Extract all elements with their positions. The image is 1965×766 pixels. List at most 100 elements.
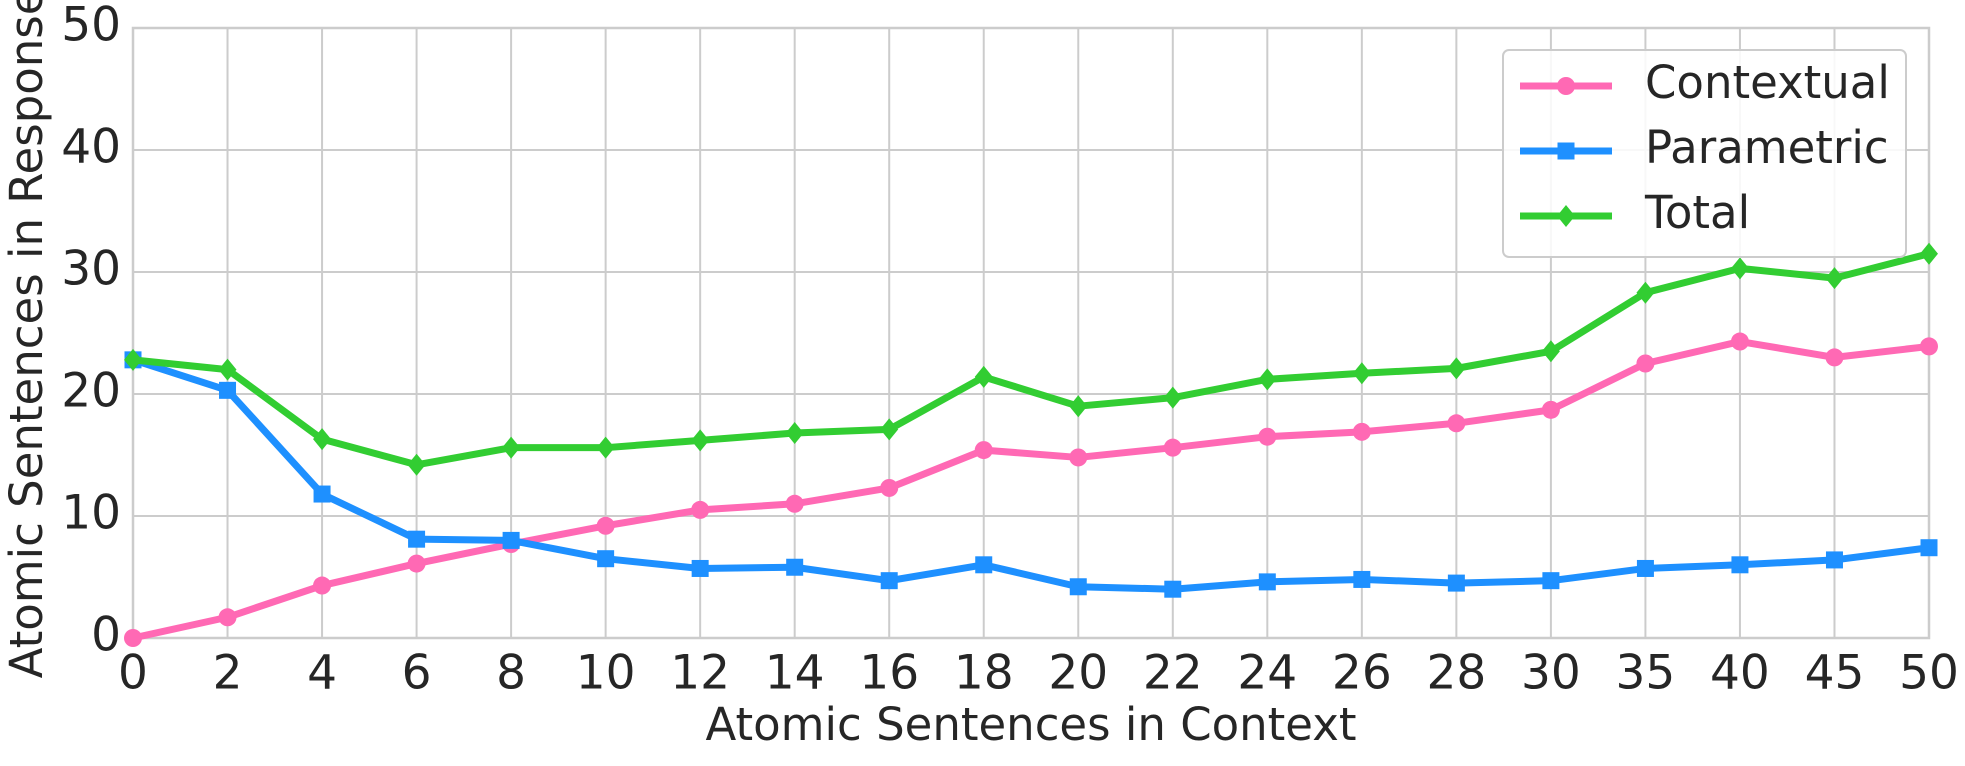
y-tick-label: 50 xyxy=(61,0,121,53)
legend-label: Parametric xyxy=(1645,121,1889,174)
x-tick-label: 24 xyxy=(1237,646,1297,701)
marker xyxy=(691,429,710,452)
marker xyxy=(1541,340,1560,363)
x-tick-label: 30 xyxy=(1521,646,1581,701)
marker xyxy=(1920,539,1938,557)
marker xyxy=(313,428,332,451)
marker xyxy=(1542,572,1560,590)
marker xyxy=(786,558,804,576)
legend-marker xyxy=(1557,205,1575,227)
marker xyxy=(1447,574,1465,592)
marker xyxy=(218,358,237,381)
marker xyxy=(407,453,426,476)
x-tick-label: 45 xyxy=(1805,646,1865,701)
marker xyxy=(1825,267,1844,290)
y-tick-label: 20 xyxy=(61,364,121,419)
marker xyxy=(1730,257,1749,280)
x-tick-label: 16 xyxy=(859,646,919,701)
marker xyxy=(1920,242,1938,265)
y-tick-label: 40 xyxy=(61,120,121,175)
marker xyxy=(1069,578,1087,596)
marker xyxy=(1352,362,1371,385)
marker xyxy=(1353,570,1371,588)
marker xyxy=(1163,386,1182,409)
marker xyxy=(313,485,331,503)
x-tick-label: 22 xyxy=(1143,646,1203,701)
x-tick-label: 20 xyxy=(1048,646,1108,701)
marker xyxy=(1730,332,1749,351)
series xyxy=(124,351,1938,598)
legend-label: Contextual xyxy=(1645,56,1890,109)
marker xyxy=(880,418,899,441)
marker xyxy=(1636,281,1655,304)
marker xyxy=(1825,348,1844,367)
marker xyxy=(313,576,332,595)
series xyxy=(124,242,1938,476)
marker xyxy=(597,550,615,568)
x-tick-label: 28 xyxy=(1426,646,1486,701)
marker xyxy=(502,436,521,459)
x-tick-label: 14 xyxy=(765,646,825,701)
legend: Contextual Parametric Total xyxy=(1502,49,1907,258)
marker xyxy=(124,348,142,371)
marker xyxy=(1163,438,1182,457)
marker xyxy=(975,556,993,574)
marker xyxy=(408,530,426,548)
marker xyxy=(1258,573,1276,591)
x-tick-label: 0 xyxy=(118,646,148,701)
line xyxy=(131,356,1930,593)
marker xyxy=(1731,556,1749,574)
marker xyxy=(880,478,899,497)
marker xyxy=(1447,357,1466,380)
marker xyxy=(1447,414,1466,433)
x-tick-label: 18 xyxy=(954,646,1014,701)
marker xyxy=(785,494,804,513)
marker xyxy=(691,500,710,519)
legend-marker xyxy=(1557,77,1575,95)
x-tick-label: 40 xyxy=(1710,646,1770,701)
marker xyxy=(1636,559,1654,577)
marker xyxy=(1069,448,1088,467)
series xyxy=(124,332,1938,647)
legend-frame xyxy=(1502,49,1907,258)
marker xyxy=(1069,395,1088,418)
y-tick-label: 0 xyxy=(91,608,121,663)
y-tick-label: 10 xyxy=(61,486,121,541)
x-tick-label: 4 xyxy=(307,646,337,701)
marker xyxy=(1352,422,1371,441)
x-tick-label: 12 xyxy=(670,646,730,701)
marker xyxy=(1636,354,1655,373)
marker xyxy=(691,559,709,577)
legend-marker xyxy=(1557,142,1575,160)
marker xyxy=(596,516,615,535)
marker xyxy=(407,554,426,573)
marker xyxy=(502,531,520,549)
y-tick-label: 30 xyxy=(61,242,121,297)
marker xyxy=(1164,580,1182,598)
x-tick-label: 2 xyxy=(213,646,243,701)
marker xyxy=(124,629,142,647)
marker xyxy=(596,436,615,459)
x-tick-label: 10 xyxy=(576,646,636,701)
marker xyxy=(1258,427,1277,446)
marker xyxy=(1541,400,1560,419)
y-axis-label: Atomic Sentences in Response xyxy=(0,0,53,678)
line xyxy=(132,250,1930,469)
marker xyxy=(785,422,804,445)
marker xyxy=(1920,337,1938,356)
marker xyxy=(974,365,993,388)
x-tick-label: 6 xyxy=(402,646,432,701)
marker xyxy=(974,441,993,460)
legend-label: Total xyxy=(1644,186,1750,239)
x-tick-label: 35 xyxy=(1616,646,1676,701)
marker xyxy=(1258,368,1277,391)
marker xyxy=(219,381,237,399)
x-tick-label: 26 xyxy=(1332,646,1392,701)
x-axis-label: Atomic Sentences in Context xyxy=(706,698,1357,751)
x-tick-label: 50 xyxy=(1899,646,1959,701)
marker xyxy=(218,608,237,627)
marker xyxy=(880,572,898,590)
plot-frame xyxy=(131,26,1931,640)
